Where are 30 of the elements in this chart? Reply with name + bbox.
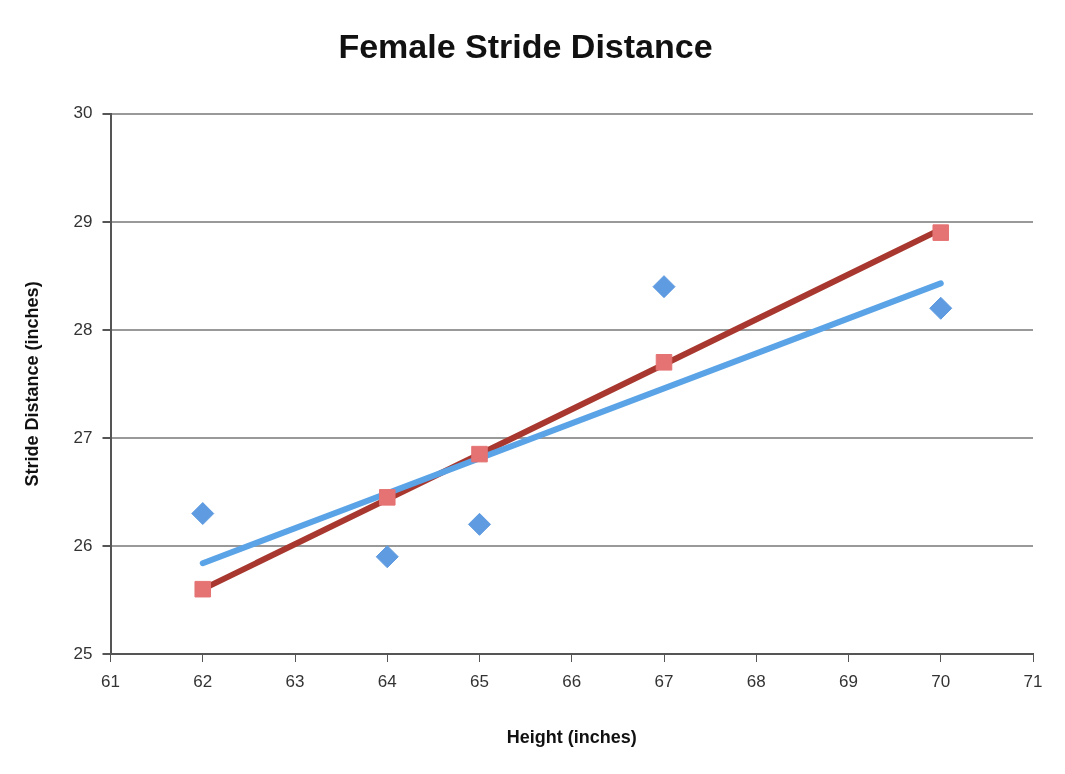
point: [652, 275, 676, 299]
x-tick-label: 64: [377, 671, 397, 691]
y-tick-label: 28: [73, 319, 93, 339]
point: [932, 224, 950, 241]
x-tick-label: 67: [654, 671, 674, 691]
y-tick-label: 27: [73, 427, 93, 447]
point: [655, 354, 673, 371]
point: [468, 512, 492, 536]
y-tick-label: 25: [73, 643, 93, 663]
point: [191, 502, 215, 526]
x-tick-label: 65: [470, 671, 489, 691]
x-axis-title: Height (inches): [506, 727, 637, 748]
y-axis-title: Stride Distance (inches): [21, 281, 42, 487]
x-tick-label: 69: [839, 671, 858, 691]
point: [194, 580, 212, 598]
x-tick-label: 63: [285, 671, 305, 691]
x-tick-label: 62: [193, 671, 213, 691]
x-tick-label: 66: [562, 671, 582, 691]
point: [375, 545, 399, 569]
point: [471, 445, 488, 463]
y-tick-label: 26: [73, 535, 93, 555]
y-tick-label: 30: [73, 103, 93, 123]
x-tick-label: 70: [931, 671, 951, 691]
x-tick-label: 61: [101, 671, 120, 691]
y-tick-label: 29: [73, 211, 93, 231]
chart-title: Female Stride Distance: [338, 26, 713, 65]
point: [378, 489, 396, 506]
x-tick-label: 71: [1023, 671, 1043, 691]
x-tick-label: 68: [746, 671, 766, 691]
point: [929, 296, 953, 320]
